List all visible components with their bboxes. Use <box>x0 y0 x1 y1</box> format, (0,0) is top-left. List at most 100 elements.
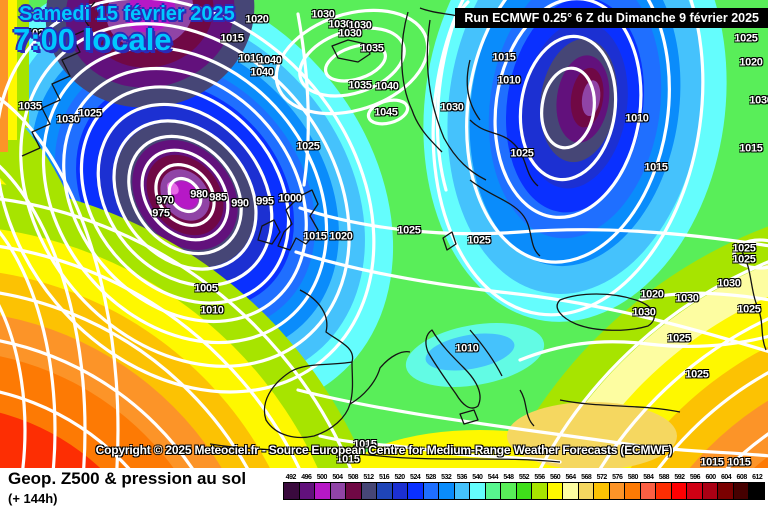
pressure-label: 1030 <box>632 306 656 319</box>
pressure-label: 1020 <box>739 56 763 69</box>
legend-color-swatch <box>749 483 764 499</box>
legend-value: 548 <box>503 474 514 481</box>
legend-color-swatch <box>687 483 703 499</box>
legend-value: 520 <box>394 474 406 481</box>
pressure-label: 1010 <box>625 112 649 125</box>
pressure-label: 1015 <box>303 230 327 243</box>
eastern-low-field <box>423 0 727 322</box>
legend-color-swatch <box>470 483 486 499</box>
legend-color-swatch <box>609 483 626 499</box>
pressure-label: 975 <box>152 207 170 220</box>
legend-color-swatch <box>656 483 672 499</box>
pressure-label: 1035 <box>360 42 384 55</box>
date-text: Samedi 15 février 2025 <box>19 3 235 25</box>
legend-color-swatch <box>625 483 641 499</box>
pressure-label: 1030 <box>440 101 464 114</box>
pressure-label: 1025 <box>510 147 534 160</box>
legend-color-swatch <box>516 483 533 499</box>
legend-value: 556 <box>534 474 545 481</box>
pressure-label: 1025 <box>296 140 320 153</box>
pressure-label: 1005 <box>194 282 218 295</box>
pressure-label: 1020 <box>329 230 353 243</box>
legend-color-swatch <box>361 483 378 499</box>
legend-color-swatch <box>578 483 595 499</box>
pressure-label: 1020 <box>640 288 664 301</box>
copyright-text: Copyright © 2025 Meteociel.fr - Source E… <box>95 443 673 457</box>
pressure-label: 980 <box>190 188 208 201</box>
pressure-label: 1030 <box>749 94 768 107</box>
legend-values-row: 492 496 500 504 508 512 516 520 524 528 532 536 540 5… <box>283 474 765 481</box>
legend-color-swatch <box>346 483 362 499</box>
legend-color-swatch <box>408 483 424 499</box>
bottom-strip: Geop. Z500 & pression au sol (+ 144h) 49… <box>0 468 768 512</box>
legend-value: 604 <box>720 474 732 481</box>
legend-color-swatch <box>718 483 734 499</box>
legend-color-swatch <box>671 483 688 499</box>
model-run-info: Run ECMWF 0.25° 6 Z du Dimanche 9 févrie… <box>455 8 768 28</box>
pressure-label: 1025 <box>397 224 421 237</box>
pressure-label: 1025 <box>26 27 50 40</box>
pressure-label: 1025 <box>737 303 761 316</box>
pressure-label: 1030 <box>311 8 335 21</box>
pressure-label: 1035 <box>18 100 42 113</box>
legend-value: 568 <box>581 474 592 481</box>
legend-color-swatch <box>501 483 517 499</box>
legend-color-swatch <box>547 483 564 499</box>
legend-value: 528 <box>425 474 437 481</box>
pressure-label: 1040 <box>258 54 282 67</box>
legend-color-swatch <box>423 483 440 499</box>
pressure-label: 1030 <box>56 113 80 126</box>
pressure-label: 1025 <box>685 368 709 381</box>
pressure-label: 1025 <box>78 107 102 120</box>
legend-value: 512 <box>363 474 374 481</box>
pressure-label: 1045 <box>374 106 398 119</box>
legend-value: 524 <box>410 474 421 481</box>
pressure-label: 1020 <box>245 13 269 26</box>
pressure-label: 1015 <box>353 438 377 451</box>
north-trough-field <box>45 0 255 108</box>
pressure-label: 1015 <box>644 161 668 174</box>
pressure-label: 1025 <box>732 253 756 266</box>
legend-value: 504 <box>332 474 343 481</box>
legend-value: 576 <box>612 474 623 481</box>
legend-value: 612 <box>752 474 763 481</box>
legend-color-swatch <box>392 483 409 499</box>
pressure-label: 985 <box>209 191 227 204</box>
map-area: 1025 1035 1030 1025 1020 1015 1030 1030 1030 1030… <box>0 0 768 468</box>
pressure-label: 1030 <box>717 277 741 290</box>
legend-value: 596 <box>689 474 701 481</box>
pressure-label: 1015 <box>336 453 360 466</box>
date-block: Samedi 15 février 2025 7:00 locale <box>13 4 235 56</box>
pressure-label: 1010 <box>497 74 521 87</box>
legend-value: 544 <box>487 474 499 481</box>
legend-value: 552 <box>518 474 530 481</box>
isobar-contours <box>0 0 768 468</box>
pressure-label: 1015 <box>700 456 724 468</box>
legend-value: 580 <box>627 474 639 481</box>
legend-value: 588 <box>658 474 670 481</box>
pressure-label: 1015 <box>220 32 244 45</box>
pressure-label: 1010 <box>455 342 479 355</box>
legend-color-swatch <box>485 483 502 499</box>
legend-value: 500 <box>316 474 328 481</box>
pressure-label: 1015 <box>727 456 751 468</box>
legend-color-swatch <box>330 483 347 499</box>
legend-value: 540 <box>472 474 483 481</box>
legend-color-bar <box>283 482 765 500</box>
forecast-offset: (+ 144h) <box>8 491 58 506</box>
pressure-label: 995 <box>256 195 274 208</box>
legend-value: 516 <box>378 474 390 481</box>
pressure-label: 1015 <box>739 142 763 155</box>
legend-value: 560 <box>549 474 561 481</box>
legend-color-swatch <box>702 483 719 499</box>
legend-value: 592 <box>674 474 685 481</box>
legend-color-swatch <box>439 483 455 499</box>
pressure-label: 1025 <box>734 32 758 45</box>
pressure-label: 1030 <box>348 19 372 32</box>
legend-color-swatch <box>532 483 548 499</box>
pressure-label: 1000 <box>278 192 302 205</box>
legend-value: 492 <box>285 474 297 481</box>
pressure-label: 1035 <box>348 79 372 92</box>
pressure-label: 1030 <box>338 27 362 40</box>
